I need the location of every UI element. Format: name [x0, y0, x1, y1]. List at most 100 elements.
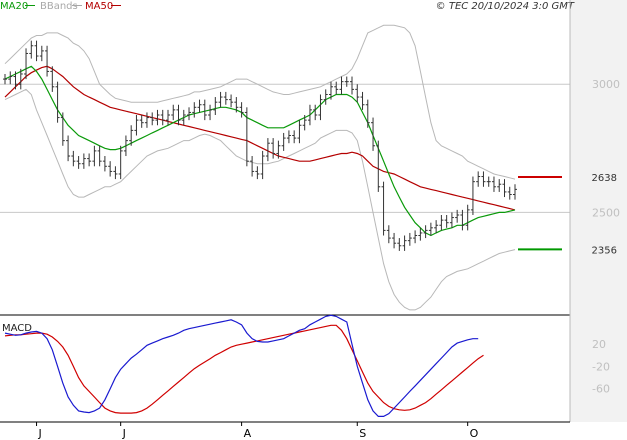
month-label: A [244, 427, 252, 440]
month-label: J [122, 427, 126, 440]
ohlc-bar [202, 99, 207, 121]
ohlc-bar [428, 222, 433, 236]
ohlc-bar [355, 84, 360, 103]
ohlc-bar [71, 150, 76, 167]
ohlc-bar [192, 102, 197, 118]
ohlc-bar [139, 115, 144, 128]
ohlc-bar [286, 130, 291, 144]
ma20-line [4, 65, 516, 237]
ohlc-bar [197, 99, 202, 113]
ohlc-bar [476, 171, 481, 187]
ohlc-bar [402, 235, 407, 251]
ohlc-bar [45, 45, 50, 77]
ohlc-bar [481, 171, 486, 187]
ohlc-bar [87, 153, 92, 167]
ohlc-bar [81, 153, 86, 169]
ohlc-bar [423, 225, 428, 239]
ohlc-bar [223, 91, 228, 105]
month-label: S [359, 427, 366, 440]
macd-tick-label: -60 [592, 383, 610, 396]
support-level-label: 2356 [592, 245, 617, 256]
ohlc-bar [318, 94, 323, 121]
ohlc-bar [376, 140, 381, 192]
ohlc-bar [213, 97, 218, 115]
ohlc-bar [13, 71, 18, 90]
ohlc-bar [34, 40, 39, 62]
ohlc-bar [244, 107, 249, 167]
ohlc-bar [486, 176, 491, 187]
ohlc-bar [97, 145, 102, 167]
ohlc-bar [434, 220, 439, 233]
ohlc-bar [328, 81, 333, 100]
ohlc-bar [3, 73, 7, 85]
ohlc-bar [55, 81, 60, 123]
ohlc-bar [276, 140, 281, 159]
legend: MA20 BBands MA50 [0, 1, 121, 12]
ohlc-bar [66, 135, 71, 162]
ohlc-bar [187, 107, 192, 121]
price-panel: 3000 2500 2638 2356 [0, 24, 620, 311]
ohlc-bar [344, 76, 349, 87]
ohlc-bar [181, 109, 186, 126]
ohlc-bar [439, 215, 444, 231]
ohlc-bar [24, 48, 29, 80]
macd-tick-label: -20 [592, 360, 610, 373]
ohlc-bar [60, 112, 65, 146]
ohlc-bar [129, 125, 134, 146]
ohlc-bar [150, 112, 155, 126]
ohlc-bar [234, 97, 239, 113]
ohlc-bar [123, 135, 128, 157]
ohlc-bar [39, 45, 44, 62]
ohlc-bar [171, 104, 176, 121]
ma50-line [4, 65, 516, 211]
signal-line [4, 324, 484, 414]
month-label: O [470, 427, 479, 440]
ohlc-bar [386, 225, 391, 244]
ohlc-bar [229, 94, 234, 108]
macd-tick-label: 20 [592, 338, 606, 351]
price-tick-label: 3000 [592, 78, 620, 91]
ohlc-bar [155, 109, 160, 126]
ohlc-bar [102, 156, 107, 172]
resistance-level-label: 2638 [592, 173, 617, 184]
ohlc-bar [292, 130, 297, 144]
ohlc-bar [497, 179, 502, 192]
ohlc-bar [255, 166, 260, 180]
ohlc-bar [160, 109, 165, 126]
ohlc-bar [307, 104, 312, 126]
ohlc-bar [108, 161, 113, 177]
source-timestamp: © TEC 20/10/2024 3:0 GMT [436, 1, 575, 12]
macd-title: MACD [2, 323, 32, 334]
ohlc-bar [313, 104, 318, 121]
ohlc-bar [144, 112, 149, 128]
legend-swatch-ma50 [111, 5, 121, 6]
ohlc-bar [281, 132, 286, 151]
ohlc-bar [208, 104, 213, 121]
macd-panel: MACD 20 -20 -60 [2, 314, 610, 417]
ohlc-bar [491, 176, 496, 192]
legend-swatch-bbands [72, 5, 82, 6]
ohlc-bar [407, 232, 412, 246]
ohlc-bar [350, 76, 355, 95]
ohlc-bar [360, 91, 365, 110]
ohlc-bar [371, 117, 376, 151]
ohlc-bar [260, 150, 265, 180]
ohlc-bar [8, 71, 13, 85]
ohlc-bar [176, 104, 181, 126]
ohlc-bar [418, 227, 423, 241]
ohlc-bar [502, 179, 507, 198]
right-axis-panel [570, 0, 627, 422]
ohlc-bar [239, 102, 244, 118]
ohlc-bar [449, 212, 454, 228]
bbands-upper-line [4, 24, 516, 180]
ohlc-bar [323, 89, 328, 105]
bbands-lower-line [4, 88, 516, 311]
ohlc-bar [218, 91, 223, 108]
ohlc-bar [513, 184, 517, 200]
ohlc-bar [18, 68, 23, 90]
ohlc-bar [250, 156, 255, 177]
month-label: J [38, 427, 42, 440]
